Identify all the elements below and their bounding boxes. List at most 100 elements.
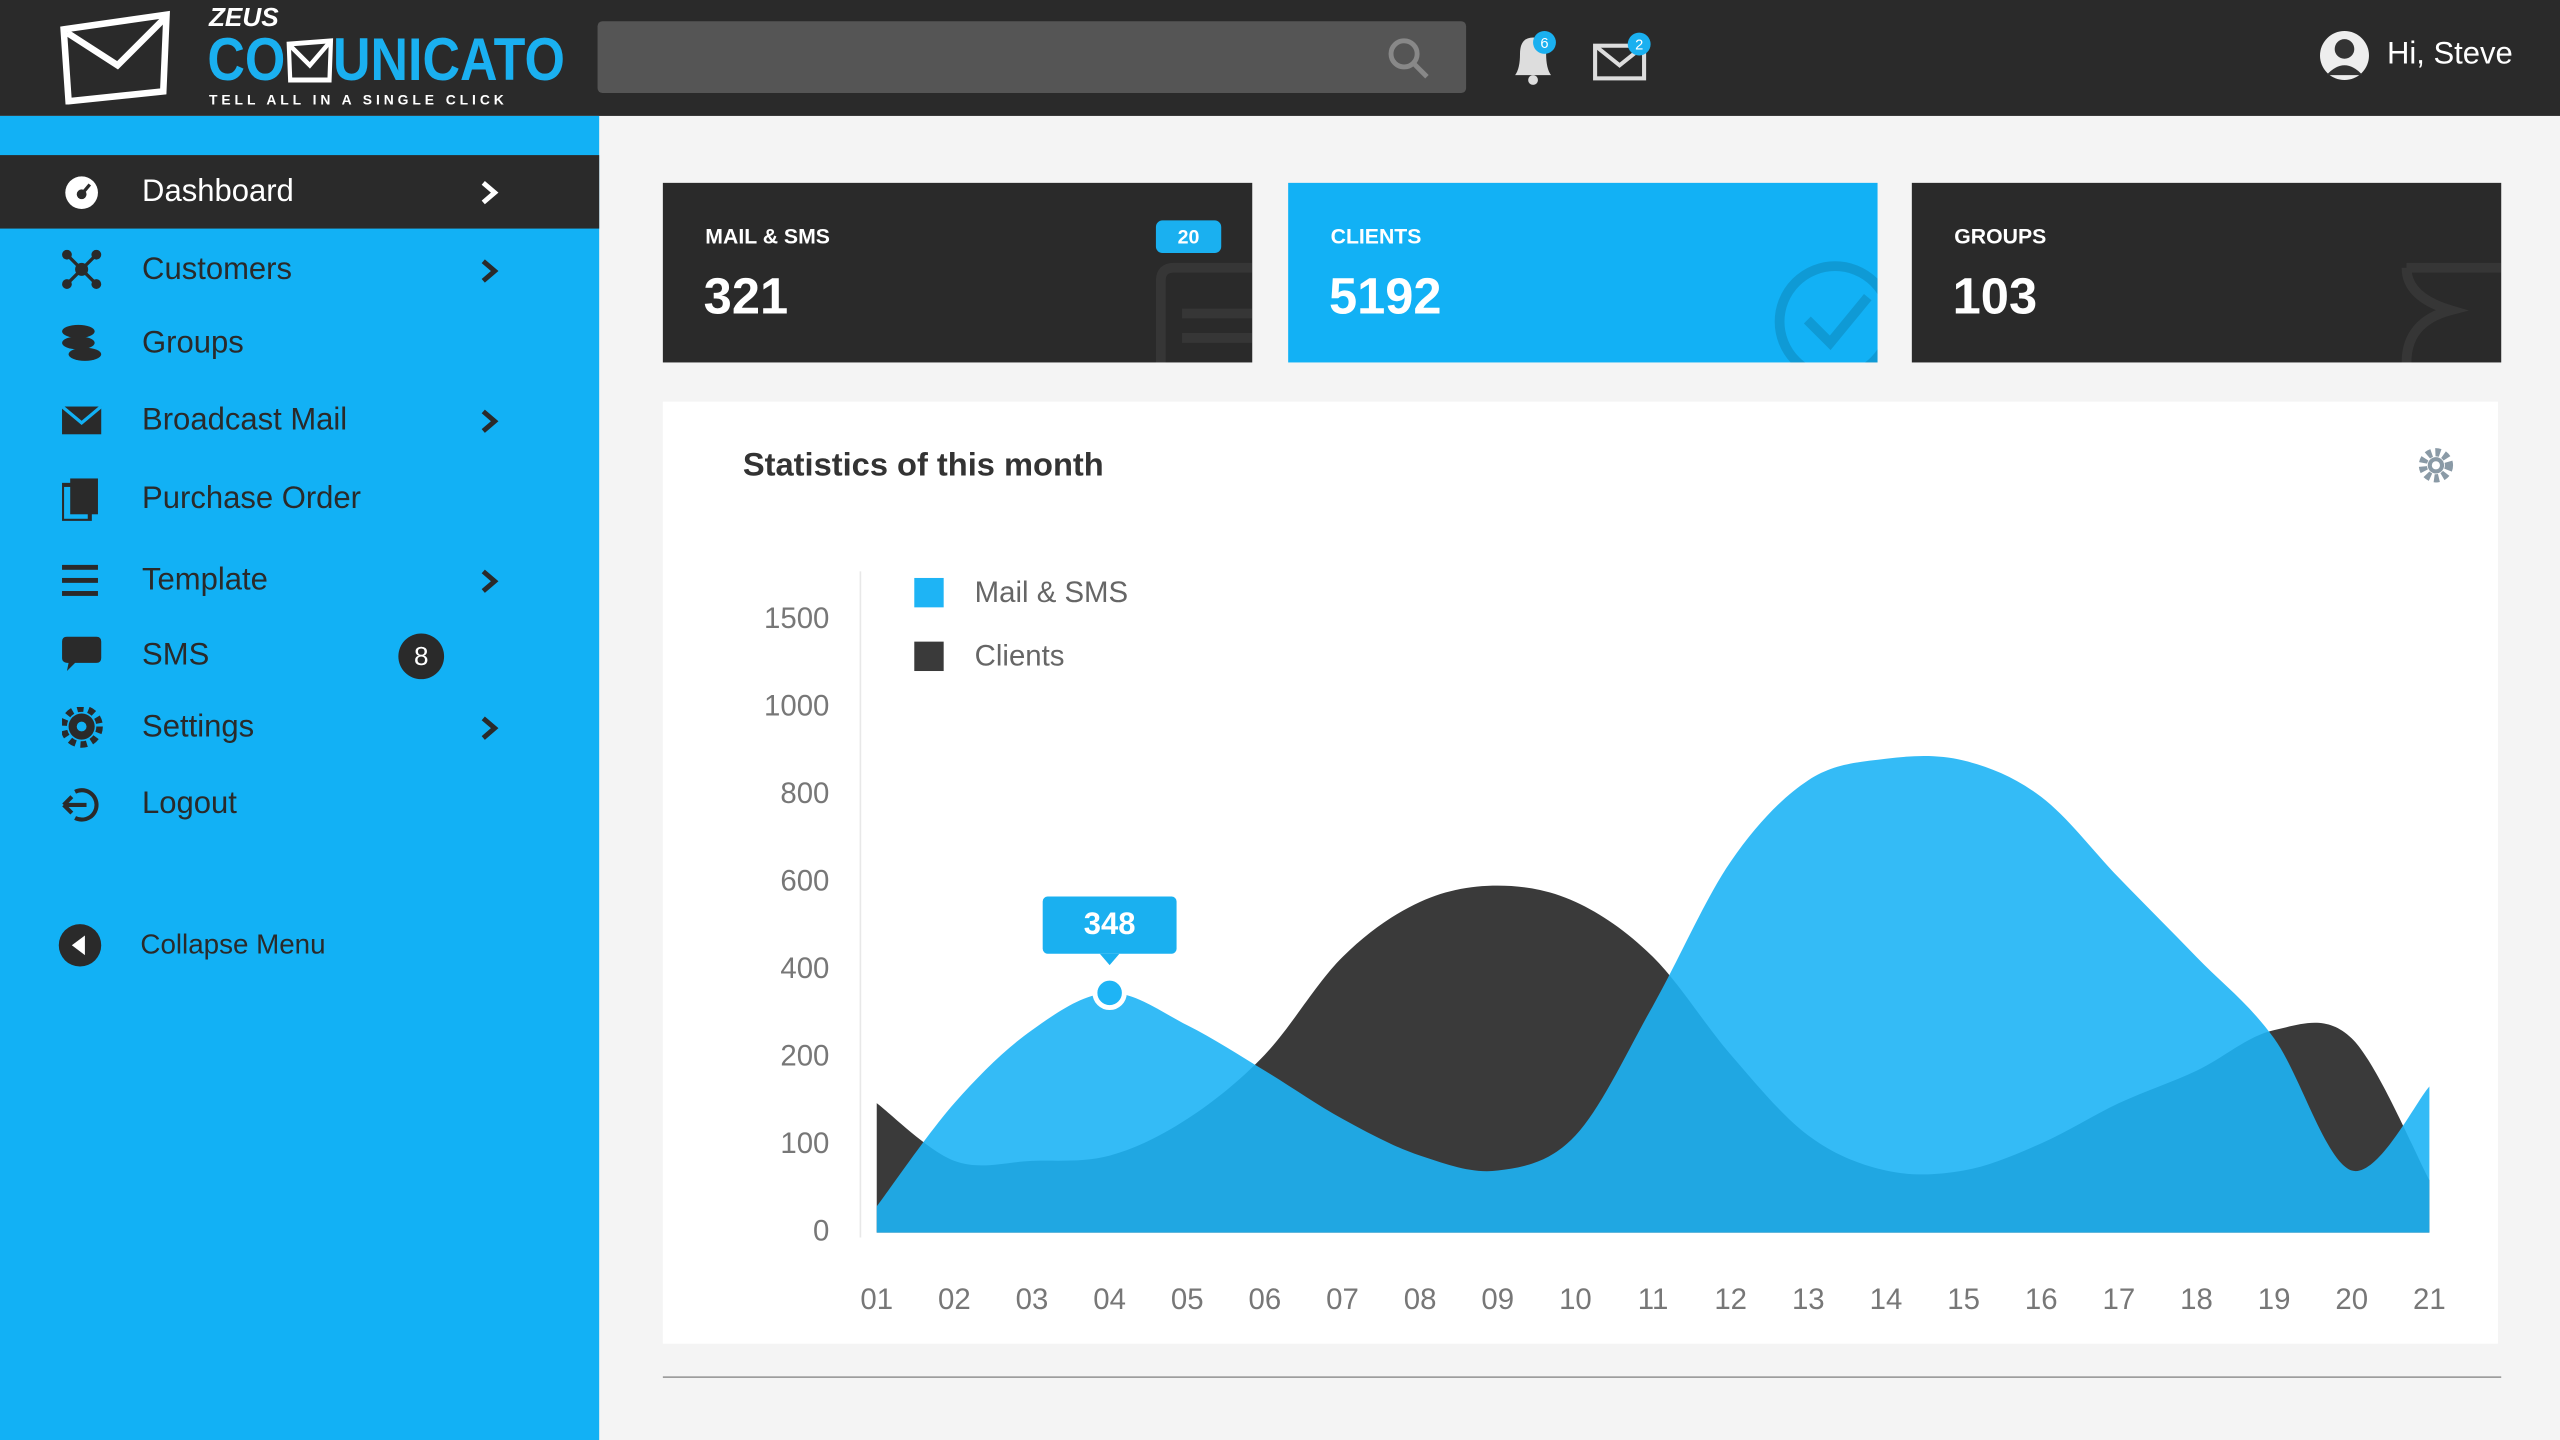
- notification-bell[interactable]: 6: [1505, 26, 1564, 91]
- x-tick-label: 16: [2025, 1283, 2058, 1316]
- menu-icon: [62, 636, 102, 672]
- x-tick-label: 10: [1559, 1283, 1592, 1316]
- icon-part: [74, 788, 99, 822]
- collapse-label: Collapse Menu: [140, 928, 326, 961]
- submenu-arrow: [481, 259, 499, 283]
- data-point: [1092, 975, 1127, 1011]
- card-value: 5192: [1328, 267, 1442, 325]
- icon-part: [71, 935, 85, 956]
- x-tick-label: 15: [1947, 1283, 1980, 1316]
- menu-icon: [62, 706, 103, 748]
- y-tick-label: 200: [780, 1039, 829, 1072]
- menu-item[interactable]: Customers: [0, 233, 599, 306]
- menu-label: Groups: [142, 325, 244, 360]
- menu-item[interactable]: Purchase Order: [0, 462, 599, 535]
- x-tick-label: 21: [2413, 1283, 2446, 1316]
- icon-part: [80, 183, 92, 196]
- card-decoration: [1155, 262, 1253, 363]
- logo-icon: [60, 10, 170, 105]
- submenu-arrow: [481, 569, 499, 593]
- menu-icon: [62, 249, 102, 289]
- logo-m-icon: [285, 38, 333, 83]
- deco-shape: [1803, 294, 1872, 351]
- menu-icon: [62, 564, 98, 596]
- card-decoration: [2401, 262, 2502, 363]
- x-tick-label: 08: [1404, 1283, 1437, 1316]
- chart-title: Statistics of this month: [743, 446, 1104, 483]
- arrow-shape: [481, 180, 499, 205]
- stat-card[interactable]: MAIL & SMS 321 20: [662, 182, 1253, 363]
- menu-item[interactable]: SMS 8: [0, 619, 599, 692]
- message-count: 2: [1635, 38, 1643, 54]
- y-tick-label: 600: [780, 864, 829, 897]
- x-tick-label: 01: [860, 1283, 893, 1316]
- legend-label: Mail & SMS: [975, 576, 1128, 609]
- x-tick-label: 09: [1481, 1283, 1514, 1316]
- x-tick-label: 03: [1016, 1283, 1049, 1316]
- icon-part: [62, 795, 87, 815]
- sidebar: Dashboard Customers Groups Broadcast Mail Pu…: [0, 115, 600, 1440]
- menu-label: Broadcast Mail: [142, 402, 348, 437]
- x-tick-label: 17: [2103, 1283, 2136, 1316]
- y-tick-label: 0: [813, 1214, 829, 1247]
- menu-label: Dashboard: [142, 173, 294, 209]
- x-tick-label: 19: [2258, 1283, 2291, 1316]
- card-label: GROUPS: [1954, 223, 2047, 249]
- deco-shape: [1774, 261, 1878, 363]
- icon-part: [62, 405, 103, 425]
- menu-item[interactable]: Dashboard: [0, 155, 600, 229]
- x-tick-label: 06: [1249, 1283, 1282, 1316]
- submenu-arrow: [481, 716, 499, 740]
- menu-label: Customers: [142, 252, 293, 287]
- icon-part: [62, 636, 102, 672]
- collapse-menu[interactable]: Collapse Menu: [0, 919, 599, 971]
- icon-part: [62, 564, 98, 570]
- y-tick-label: 400: [780, 952, 829, 985]
- card-decoration: [1774, 261, 1878, 363]
- logo-prefix: ZEUS: [208, 4, 279, 33]
- stat-card[interactable]: GROUPS 103: [1911, 182, 2502, 363]
- menu-icon: [62, 788, 99, 822]
- y-tick-label: 1000: [764, 689, 829, 722]
- user-greeting[interactable]: Hi, Steve: [2386, 37, 2513, 72]
- notification-count: 6: [1540, 36, 1548, 52]
- menu-label: SMS: [142, 637, 210, 672]
- logo-name-start: CO: [207, 26, 286, 94]
- search-icon[interactable]: [1388, 38, 1430, 80]
- icon-part: [76, 721, 87, 732]
- x-tick-label: 20: [2335, 1283, 2368, 1316]
- icon-part: [62, 336, 95, 350]
- x-tick-label: 14: [1870, 1283, 1903, 1316]
- stat-card[interactable]: CLIENTS 5192: [1288, 182, 1878, 363]
- menu-item[interactable]: Template: [0, 544, 599, 617]
- menu-label: Purchase Order: [142, 480, 362, 516]
- card-label: CLIENTS: [1330, 223, 1422, 249]
- menu-item[interactable]: Settings: [0, 691, 599, 764]
- y-tick-label: 100: [780, 1127, 829, 1160]
- y-tick-label: 800: [780, 777, 829, 810]
- x-tick-label: 11: [1638, 1283, 1669, 1316]
- menu-item[interactable]: Broadcast Mail: [0, 384, 599, 457]
- icon-part: [62, 577, 98, 583]
- menu-icon: [65, 176, 98, 209]
- tooltip-value: 348: [1084, 906, 1136, 941]
- x-tick-label: 07: [1326, 1283, 1359, 1316]
- messages-icon[interactable]: 2: [1590, 29, 1655, 85]
- menu-item[interactable]: Groups: [0, 307, 599, 380]
- menu-item[interactable]: Logout: [0, 767, 599, 840]
- menu-icon: [62, 478, 98, 521]
- icon-part: [70, 478, 98, 515]
- x-tick-label: 13: [1792, 1283, 1825, 1316]
- icon-part: [68, 347, 102, 361]
- tooltip-pointer: [1099, 953, 1120, 966]
- arrow-shape: [481, 409, 499, 433]
- search-box[interactable]: [597, 21, 1467, 94]
- badge-circle: [398, 633, 445, 680]
- settings-gear[interactable]: [2418, 448, 2454, 483]
- avatar[interactable]: [2318, 29, 2370, 81]
- icon-part: [62, 591, 98, 596]
- icon-part: [62, 324, 95, 338]
- logo-tagline: TELL ALL IN A SINGLE CLICK: [208, 91, 508, 108]
